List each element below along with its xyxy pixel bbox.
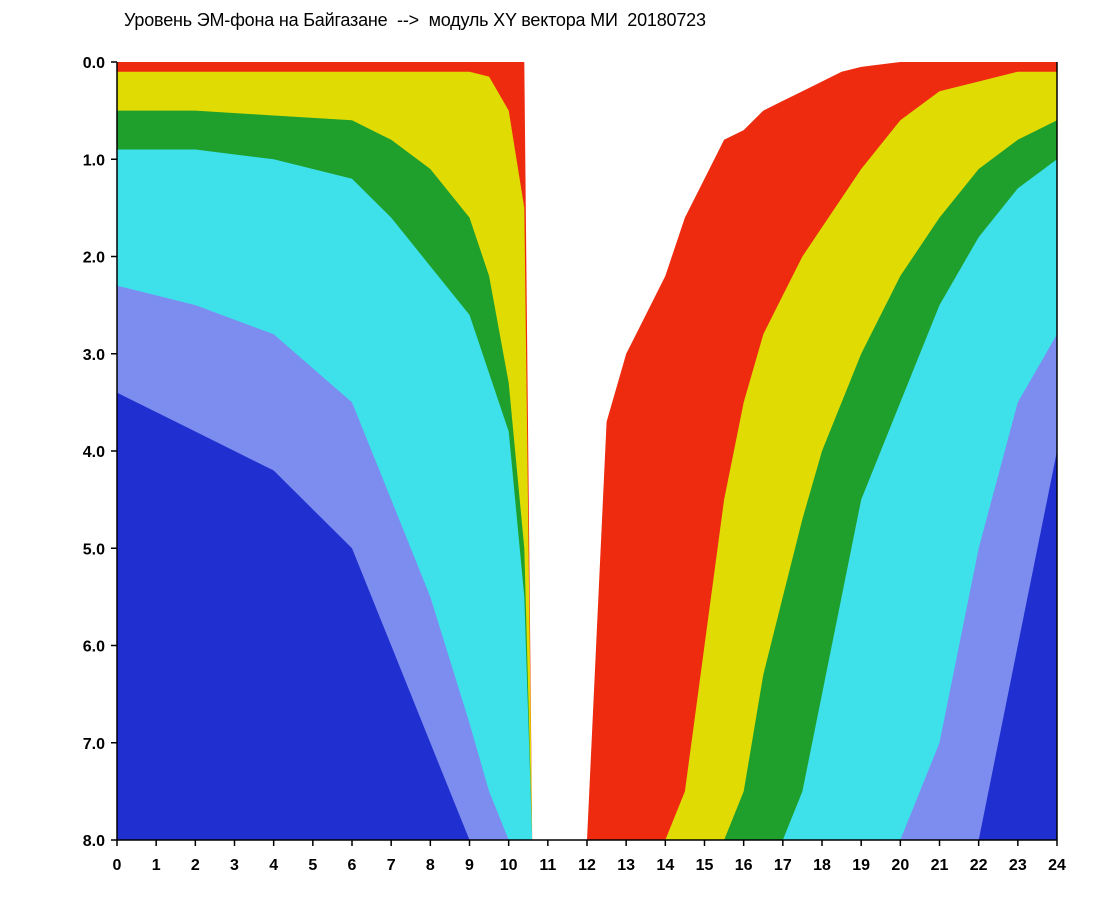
x-tick-label: 9 <box>465 857 474 874</box>
y-tick-label: 5.0 <box>83 541 105 558</box>
x-tick-label: 19 <box>852 857 870 874</box>
y-tick-label: 2.0 <box>83 250 105 267</box>
x-tick-label: 22 <box>970 857 988 874</box>
x-tick-label: 15 <box>696 857 714 874</box>
x-tick-label: 6 <box>348 857 357 874</box>
x-tick-label: 13 <box>617 857 635 874</box>
x-tick-label: 2 <box>191 857 200 874</box>
x-tick-label: 10 <box>500 857 518 874</box>
x-tick-label: 8 <box>426 857 435 874</box>
x-tick-label: 24 <box>1048 857 1066 874</box>
x-tick-label: 20 <box>891 857 909 874</box>
chart-title: Уровень ЭМ-фона на Байгазане --> модуль … <box>124 10 706 30</box>
x-tick-label: 18 <box>813 857 831 874</box>
x-tick-label: 11 <box>539 857 556 874</box>
x-tick-label: 16 <box>735 857 753 874</box>
x-tick-label: 17 <box>774 857 792 874</box>
y-axis-ticks: 0.0 1.0 2.0 3.0 4.0 5.0 6.0 7.0 8.0 <box>83 55 117 850</box>
heat-level-0 <box>117 62 1057 840</box>
y-tick-label: 0.0 <box>83 55 105 72</box>
heatmap-layers <box>117 62 1057 840</box>
x-tick-label: 4 <box>269 857 278 874</box>
x-tick-label: 3 <box>230 857 239 874</box>
x-tick-label: 12 <box>578 857 596 874</box>
x-tick-label: 7 <box>387 857 396 874</box>
x-tick-label: 5 <box>308 857 317 874</box>
y-tick-label: 1.0 <box>83 152 105 169</box>
y-tick-label: 3.0 <box>83 347 105 364</box>
y-tick-label: 7.0 <box>83 736 105 753</box>
y-tick-label: 6.0 <box>83 639 105 656</box>
x-tick-label: 21 <box>931 857 949 874</box>
x-tick-label: 14 <box>656 857 674 874</box>
x-tick-label: 23 <box>1009 857 1027 874</box>
y-tick-label: 4.0 <box>83 444 105 461</box>
x-axis-ticks: 0 1 2 3 4 5 6 7 8 9 10 11 12 13 14 15 16 17 18 19 20 21 22 23 24 <box>113 840 1066 874</box>
x-tick-label: 0 <box>113 857 122 874</box>
y-tick-label: 8.0 <box>83 833 105 850</box>
x-tick-label: 1 <box>152 857 161 874</box>
